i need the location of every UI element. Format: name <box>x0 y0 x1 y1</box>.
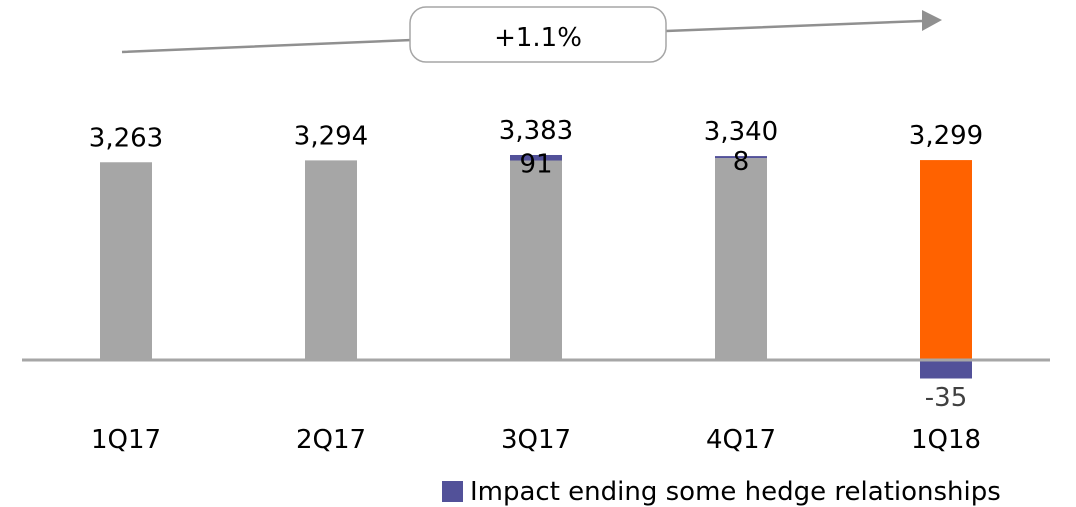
total-label-2q17: 3,294 <box>294 121 368 151</box>
bar-3q17 <box>510 160 562 360</box>
total-label-1q18: 3,299 <box>909 121 983 151</box>
bar-1q18 <box>920 160 972 360</box>
total-label-4q17: 3,340 <box>704 117 778 147</box>
bar-4q17 <box>715 158 767 360</box>
legend-swatch <box>442 481 463 502</box>
growth-arrow-line <box>121 19 923 54</box>
bars-group <box>100 154 972 379</box>
category-label-4q17: 4Q17 <box>706 425 776 455</box>
bar-2q17 <box>305 160 357 360</box>
total-label-1q17: 3,263 <box>89 123 163 153</box>
impact-segment-1q18 <box>920 361 972 379</box>
bar-1q17 <box>100 162 152 360</box>
category-label-1q18: 1Q18 <box>911 425 981 455</box>
category-label-2q17: 2Q17 <box>296 425 366 455</box>
impact-label-1q18: -35 <box>925 383 967 413</box>
impact-label-3q17: 91 <box>519 150 552 180</box>
category-label-1q17: 1Q17 <box>91 425 161 455</box>
growth-callout-box <box>409 6 667 63</box>
legend-label: Impact ending some hedge relationships <box>470 477 1001 507</box>
growth-callout-label: +1.1% <box>494 23 582 53</box>
total-label-3q17: 3,383 <box>499 116 573 146</box>
growth-arrow-head-icon <box>922 10 942 31</box>
impact-segment-3q17 <box>510 154 562 161</box>
category-label-3q17: 3Q17 <box>501 425 571 455</box>
impact-segment-4q17 <box>715 156 767 159</box>
impact-label-4q17: 8 <box>733 147 750 177</box>
